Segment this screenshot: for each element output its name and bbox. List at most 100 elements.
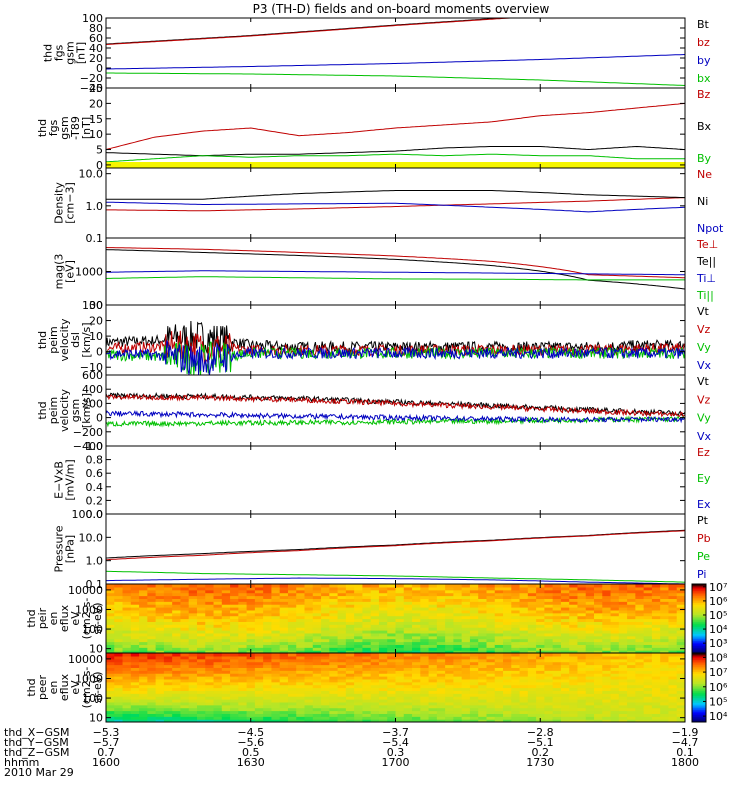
heatmap-cell [552,664,562,668]
heatmap-cell [287,699,297,703]
heatmap-cell [139,635,148,640]
heatmap-cell [569,687,579,691]
heatmap-cell [445,710,454,714]
heatmap-cell [304,621,314,625]
heatmap-cell [221,696,231,700]
heatmap-cell [676,601,685,605]
heatmap-cell [387,641,397,645]
heatmap-cell [569,690,579,694]
heatmap-cell [428,609,438,614]
heatmap-cell [436,699,446,703]
heatmap-cell [668,655,678,660]
heatmap-cell [163,609,173,614]
heatmap-cell [577,644,587,648]
heatmap-cell [668,621,678,625]
heatmap-cell [114,627,124,631]
heatmap-cell [155,658,165,663]
heatmap-cell [387,661,397,666]
y-axis-label: E−VxB [53,461,66,499]
heatmap-cell [560,624,570,628]
heatmap-cell [329,624,339,628]
heatmap-cell [395,690,405,694]
y-tick-label: 5 [96,144,103,157]
heatmap-cell [395,704,405,709]
heatmap-cell [213,601,223,605]
heatmap-cell [321,687,330,691]
heatmap-cell [585,595,595,599]
heatmap-cell [676,607,685,611]
heatmap-cell [651,584,661,588]
x-tick-label: −3.7 [382,726,409,739]
heatmap-cell [428,667,438,671]
heatmap-cell [445,647,454,651]
heatmap-cell [494,693,504,697]
heatmap-cell [296,630,306,634]
heatmap-cell [610,595,620,599]
heatmap-cell [271,661,281,666]
heatmap-cell [610,653,620,657]
heatmap-cell [287,719,297,722]
heatmap-cell [238,673,248,677]
heatmap-cell [453,704,463,709]
heatmap-cell [378,609,388,614]
heatmap-cell [610,632,620,637]
heatmap-cell [147,598,157,602]
heatmap-cell [635,621,645,625]
heatmap-cell [602,716,612,720]
heatmap-cell [188,673,198,677]
heatmap-cell [139,601,148,605]
heatmap-cell [254,713,264,717]
heatmap-cell [610,713,620,717]
heatmap-cell [354,704,364,709]
legend-entry: Ex [697,498,711,511]
heatmap-cell [610,624,620,628]
heatmap-cell [643,710,653,714]
heatmap-cell [618,595,628,599]
heatmap-cell [602,609,612,614]
heatmap-cell [602,661,612,666]
heatmap-cell [337,704,347,709]
heatmap-cell [279,690,289,694]
heatmap-cell [478,699,488,703]
colorbar-step [692,720,706,723]
y-tick-label: 40 [89,42,103,55]
heatmap-cell [329,710,339,714]
heatmap-cell [238,704,248,709]
heatmap-cell [321,673,330,677]
heatmap-cell [569,716,579,720]
heatmap-cell [196,664,206,668]
heatmap-cell [188,627,198,631]
heatmap-cell [585,687,595,691]
heatmap-cell [486,667,496,671]
heatmap-cell [668,609,678,614]
heatmap-cell [304,667,314,671]
heatmap-cell [428,624,438,628]
heatmap-cell [445,627,454,631]
heatmap-cell [205,690,215,694]
heatmap-cell [503,635,512,640]
plot-area [106,392,685,428]
heatmap-cell [205,653,215,657]
heatmap-cell [205,621,215,625]
heatmap-cell [329,607,339,611]
heatmap-cell [263,598,273,602]
heatmap-cell [577,641,587,645]
colorbar-tick-label: 10⁷ [709,666,727,679]
heatmap-cell [172,655,182,660]
heatmap-cell [445,653,454,657]
heatmap-cell [188,704,198,709]
heatmap-cell [643,704,653,709]
heatmap-cell [180,678,190,683]
heatmap-cell [395,627,405,631]
y-tick-label: 1.0 [86,440,104,453]
heatmap-cell [254,701,264,706]
heatmap-cell [196,609,206,614]
heatmap-cell [627,618,636,622]
heatmap-cell [155,707,165,712]
y-tick-label: 20 [89,315,103,328]
heatmap-cell [594,704,603,709]
colorbar-step [692,671,706,675]
heatmap-cell [569,618,579,622]
legend-entry: Pi [697,568,706,581]
heatmap-cell [594,618,603,622]
